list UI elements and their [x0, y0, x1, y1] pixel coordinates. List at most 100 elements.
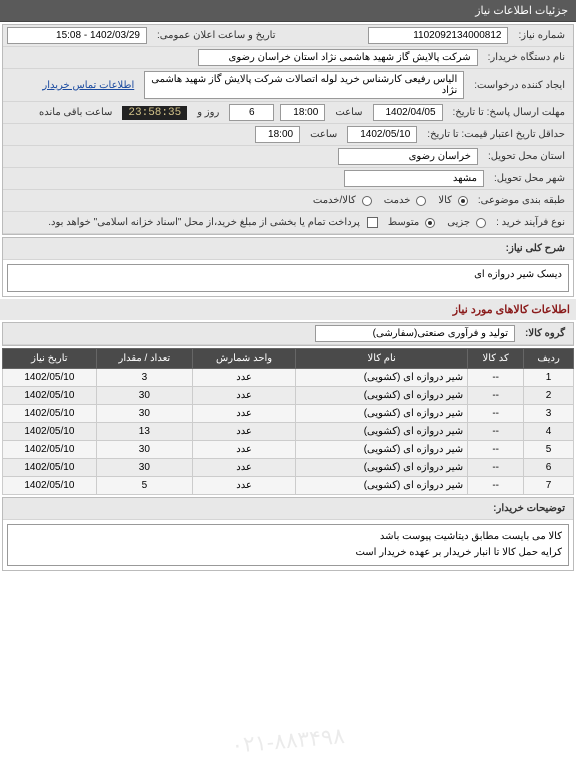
items-table: ردیف کد کالا نام کالا واحد شمارش تعداد /… [2, 348, 574, 495]
buyer-org-label: نام دستگاه خریدار: [484, 52, 569, 63]
table-cell: 1402/05/10 [3, 441, 97, 459]
need-title-value: دیسک شیر دروازه ای [7, 264, 569, 292]
table-row[interactable]: 6--شیر دروازه ای (کشویی)عدد301402/05/10 [3, 459, 574, 477]
page-title: جزئیات اطلاعات نیاز [475, 5, 568, 17]
row-delivery-province: استان محل تحویل: خراسان رضوی [3, 146, 573, 168]
purchase-type-radio-group: جزیی متوسط [384, 217, 486, 228]
table-cell: شیر دروازه ای (کشویی) [296, 477, 468, 495]
reply-time-value: 18:00 [280, 104, 325, 121]
buyer-notes-section: توضیحات خریدار: کالا می بایست مطابق دیتا… [2, 497, 574, 571]
buyer-notes-box: کالا می بایست مطابق دیتاشیت پیوست باشد ک… [7, 524, 569, 566]
need-title-label: شرح کلی نیاز: [502, 243, 569, 254]
table-cell: 3 [96, 369, 192, 387]
watermark-text: ۰۲۱-۸۸۳۴۹۸ [230, 723, 346, 759]
min-valid-date: 1402/05/10 [347, 126, 417, 143]
table-cell: -- [468, 441, 524, 459]
table-cell: 5 [96, 477, 192, 495]
countdown-suffix: ساعت باقی مانده [35, 107, 116, 118]
category-label: طبقه بندی موضوعی: [474, 195, 569, 206]
table-row[interactable]: 4--شیر دروازه ای (کشویی)عدد131402/05/10 [3, 423, 574, 441]
table-cell: -- [468, 387, 524, 405]
row-creator: ایجاد کننده درخواست: الیاس رفیعی کارشناس… [3, 69, 573, 102]
table-cell: -- [468, 405, 524, 423]
table-cell: شیر دروازه ای (کشویی) [296, 405, 468, 423]
table-row[interactable]: 3--شیر دروازه ای (کشویی)عدد301402/05/10 [3, 405, 574, 423]
table-cell: شیر دروازه ای (کشویی) [296, 369, 468, 387]
col-qty: تعداد / مقدار [96, 349, 192, 369]
table-cell: 30 [96, 441, 192, 459]
cat-service-label: خدمت [380, 195, 415, 206]
table-cell: عدد [192, 405, 295, 423]
pt-medium-label: متوسط [384, 217, 423, 228]
table-cell: 1402/05/10 [3, 477, 97, 495]
reply-date-value: 1402/04/05 [373, 104, 443, 121]
row-purchase-type: نوع فرآیند خرید : جزیی متوسط پرداخت تمام… [3, 212, 573, 234]
radio-dot-checked-icon [458, 196, 468, 206]
row-min-validity: حداقل تاریخ اعتبار قیمت: تا تاریخ: 1402/… [3, 124, 573, 146]
delivery-city-label: شهر محل تحویل: [490, 173, 569, 184]
creator-value: الیاس رفیعی کارشناس خرید لوله اتصالات شر… [144, 71, 464, 99]
radio-medium[interactable]: متوسط [384, 217, 435, 228]
table-cell: عدد [192, 369, 295, 387]
min-valid-label: حداقل تاریخ اعتبار قیمت: تا تاریخ: [423, 129, 569, 140]
table-row[interactable]: 1--شیر دروازه ای (کشویی)عدد31402/05/10 [3, 369, 574, 387]
table-cell: -- [468, 369, 524, 387]
table-cell: عدد [192, 477, 295, 495]
announce-label: تاریخ و ساعت اعلان عمومی: [153, 30, 280, 41]
goods-group-value: تولید و فرآوری صنعتی(سفارشی) [315, 325, 515, 342]
row-need-number: شماره نیاز: 1102092134000812 تاریخ و ساع… [3, 25, 573, 47]
items-section-title: اطلاعات کالاهای مورد نیاز [0, 299, 576, 320]
days-num-value: 6 [229, 104, 274, 121]
radio-dot-checked-icon [425, 218, 435, 228]
radio-service[interactable]: خدمت [380, 195, 427, 206]
table-cell: -- [468, 459, 524, 477]
table-cell: 1402/05/10 [3, 459, 97, 477]
row-buyer-org: نام دستگاه خریدار: شرکت پالایش گاز شهید … [3, 47, 573, 69]
need-number-label: شماره نیاز: [514, 30, 569, 41]
radio-dot-icon [476, 218, 486, 228]
contact-buyer-link[interactable]: اطلاعات تماس خریدار [38, 80, 138, 91]
radio-goods[interactable]: کالا [434, 195, 468, 206]
checkbox-icon [367, 217, 378, 228]
row-delivery-city: شهر محل تحویل: مشهد [3, 168, 573, 190]
buyer-notes-line2: کرایه حمل کالا تا انبار خریدار بر عهده خ… [14, 545, 562, 561]
announce-value: 1402/03/29 - 15:08 [7, 27, 147, 44]
delivery-province-label: استان محل تحویل: [484, 151, 569, 162]
radio-dot-icon [362, 196, 372, 206]
table-row[interactable]: 7--شیر دروازه ای (کشویی)عدد51402/05/10 [3, 477, 574, 495]
radio-dot-icon [416, 196, 426, 206]
radio-small[interactable]: جزیی [443, 217, 486, 228]
table-cell: 6 [524, 459, 574, 477]
table-cell: 5 [524, 441, 574, 459]
page-header: جزئیات اطلاعات نیاز [0, 0, 576, 22]
need-info-section: شماره نیاز: 1102092134000812 تاریخ و ساع… [2, 24, 574, 235]
table-row[interactable]: 2--شیر دروازه ای (کشویی)عدد301402/05/10 [3, 387, 574, 405]
table-cell: 4 [524, 423, 574, 441]
treasury-check[interactable]: پرداخت تمام یا بخشی از مبلغ خرید،از محل … [44, 217, 378, 228]
table-cell: 2 [524, 387, 574, 405]
table-cell: 1402/05/10 [3, 423, 97, 441]
table-cell: -- [468, 423, 524, 441]
days-and-label: روز و [193, 107, 223, 118]
col-name: نام کالا [296, 349, 468, 369]
table-cell: عدد [192, 387, 295, 405]
row-category: طبقه بندی موضوعی: کالا خدمت کالا/خدمت [3, 190, 573, 212]
need-description-section: شرح کلی نیاز: دیسک شیر دروازه ای [2, 237, 574, 297]
time-label-2: ساعت [306, 129, 341, 140]
radio-goods-service[interactable]: کالا/خدمت [309, 195, 372, 206]
table-row[interactable]: 5--شیر دروازه ای (کشویی)عدد301402/05/10 [3, 441, 574, 459]
table-cell: عدد [192, 423, 295, 441]
table-cell: عدد [192, 441, 295, 459]
table-cell: 7 [524, 477, 574, 495]
table-cell: شیر دروازه ای (کشویی) [296, 459, 468, 477]
table-cell: 1402/05/10 [3, 387, 97, 405]
category-radio-group: کالا خدمت کالا/خدمت [309, 195, 468, 206]
min-valid-time: 18:00 [255, 126, 300, 143]
row-reply-deadline: مهلت ارسال پاسخ: تا تاریخ: 1402/04/05 سا… [3, 102, 573, 124]
table-cell: 30 [96, 387, 192, 405]
need-number-value: 1102092134000812 [368, 27, 508, 44]
table-cell: 1402/05/10 [3, 369, 97, 387]
col-unit: واحد شمارش [192, 349, 295, 369]
table-cell: 1402/05/10 [3, 405, 97, 423]
table-cell: 1 [524, 369, 574, 387]
